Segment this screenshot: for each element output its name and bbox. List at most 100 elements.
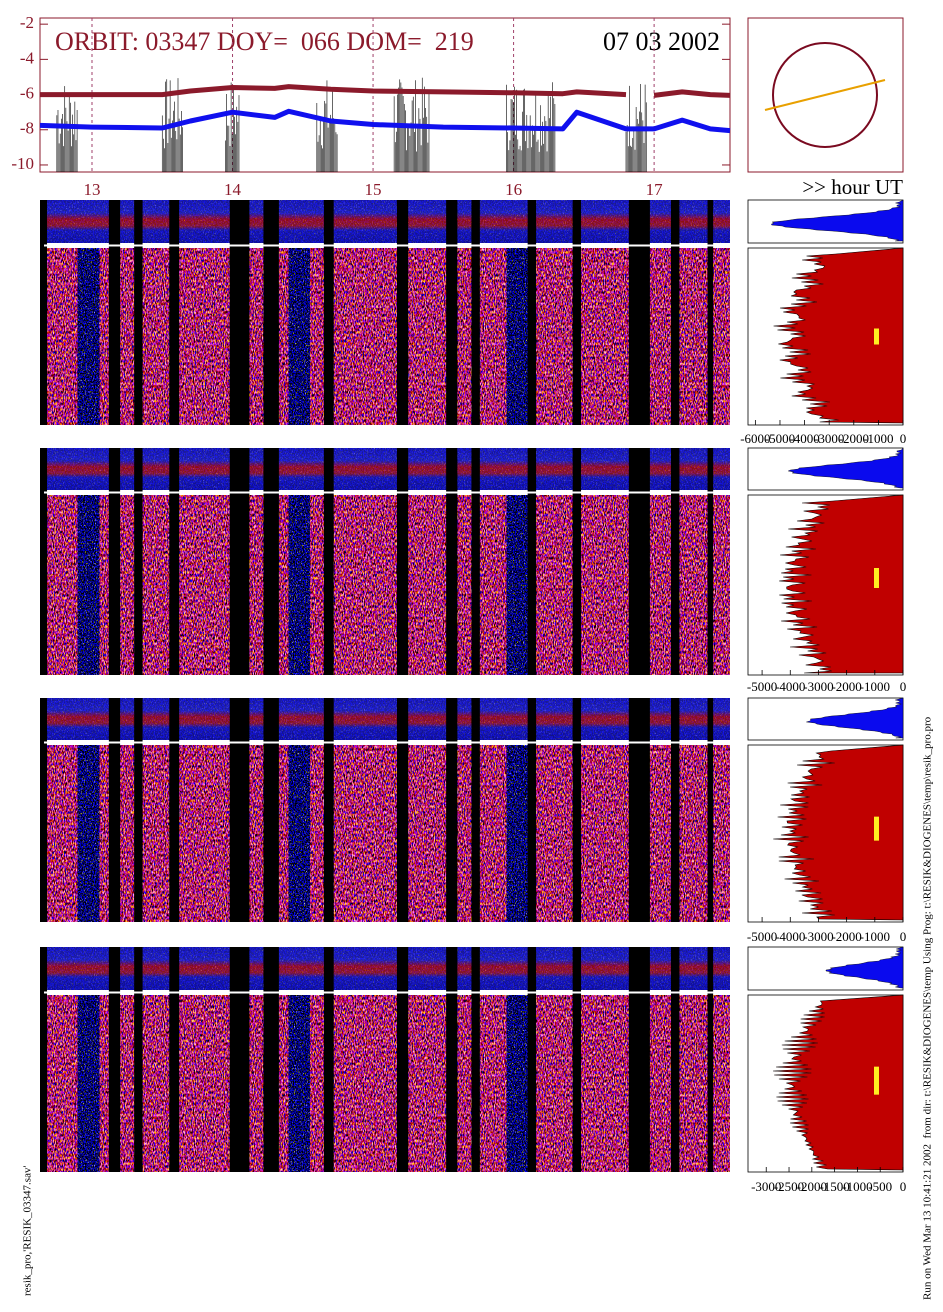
data-gap [572,698,582,922]
data-gap [323,698,334,922]
data-gap [396,947,409,1172]
x-tick-label: -3000 [814,431,844,446]
data-gap [471,200,480,425]
data-gap [527,698,537,922]
data-gap [134,698,143,922]
x-tick-label: -5000 [747,929,777,944]
data-gap [527,947,537,1172]
data-gap [108,200,121,425]
x-tick-label: 0 [900,679,907,694]
data-gap [572,200,582,425]
x-tick-label: -1000 [860,929,890,944]
spectrogram-noise [44,495,730,675]
x-axis-label: >> hour UT [802,175,903,199]
data-gap [134,200,143,425]
orbit-frame [747,17,904,173]
x-tick-label: 0 [900,929,907,944]
data-gap [263,200,279,425]
data-gap [707,698,714,922]
data-gap [471,698,480,922]
x-tick-label: -2000 [839,431,869,446]
spectrogram-dark [77,745,100,922]
spectrogram-noise [44,248,730,425]
data-gap [628,448,650,675]
data-gap [263,448,279,675]
data-gap [169,200,180,425]
data-gap [707,947,714,1172]
profile-area-upper [771,199,904,242]
data-gap [323,200,334,425]
title: ORBIT: 03347 DOY= 066 DOM= 219 [55,27,474,56]
x-tick-label: 14 [224,180,242,199]
data-gap [471,947,480,1172]
y-tick-label: -8 [20,119,34,138]
profile-marker [874,1066,879,1095]
spectrogram-dark [288,495,310,675]
data-gap [707,200,714,425]
x-tick-label: -4000 [789,431,819,446]
data-gap [396,698,409,922]
spectrogram-upper-noise [44,200,730,243]
spectrogram-dark [288,745,310,922]
x-tick-label: -3000 [751,1179,781,1194]
footer-left: resik_pro,'RESIK_03347.sav' [22,1166,34,1296]
x-tick-label: 16 [505,180,522,199]
data-gap [707,448,714,675]
profile-area [773,744,904,921]
x-tick-label: -5000 [747,679,777,694]
data-gap [628,698,650,922]
data-gap [628,200,650,425]
data-gap [134,947,143,1172]
spectrogram-noise [44,745,730,922]
data-gap [446,200,458,425]
spectrogram-dark [506,495,528,675]
date: 07 03 2002 [603,27,720,56]
spectrogram-upper-noise [44,947,730,990]
spectrogram-upper-noise [44,448,730,490]
data-gap [263,947,279,1172]
data-gap [229,698,250,922]
x-tick-label: -4000 [775,679,805,694]
data-gap [40,200,48,425]
x-tick-label: -6000 [740,431,770,446]
data-gap [229,947,250,1172]
y-tick-label: -10 [11,154,34,173]
data-gap [169,698,180,922]
spectrogram-dark [77,248,100,425]
data-gap [670,448,680,675]
data-gap [134,448,143,675]
x-tick-label: -2000 [831,929,861,944]
x-tick-label: -2000 [831,679,861,694]
spectrogram-upper-noise [44,698,730,740]
x-tick-label: -3000 [803,679,833,694]
data-gap [670,947,680,1172]
data-gap [263,698,279,922]
orbit-track [764,79,886,111]
data-gap [628,947,650,1172]
spectrogram-dark [506,745,528,922]
y-tick-label: -4 [20,48,35,67]
data-gap [323,448,334,675]
data-gap [169,947,180,1172]
data-gap [40,448,48,675]
spectrogram-dark [506,995,528,1172]
x-tick-label: -500 [868,1179,892,1194]
x-tick-label: 13 [83,180,100,199]
x-tick-label: 17 [646,180,664,199]
orbit-circle [772,42,878,148]
x-tick-label: 0 [900,1179,907,1194]
data-gap [527,448,537,675]
y-tick-label: -6 [20,83,34,102]
x-tick-label: -4000 [775,929,805,944]
footer-right: Run on Wed Mar 13 10:41:21 2002 from dir… [922,716,934,1300]
profile-area-upper [787,447,904,489]
x-tick-label: -2000 [797,1179,827,1194]
profile-marker [874,328,879,345]
data-gap [572,947,582,1172]
spectrogram-dark [77,995,100,1172]
profile-area-upper [806,697,904,739]
x-tick-label: 15 [365,180,382,199]
spectrogram-dark [77,495,100,675]
